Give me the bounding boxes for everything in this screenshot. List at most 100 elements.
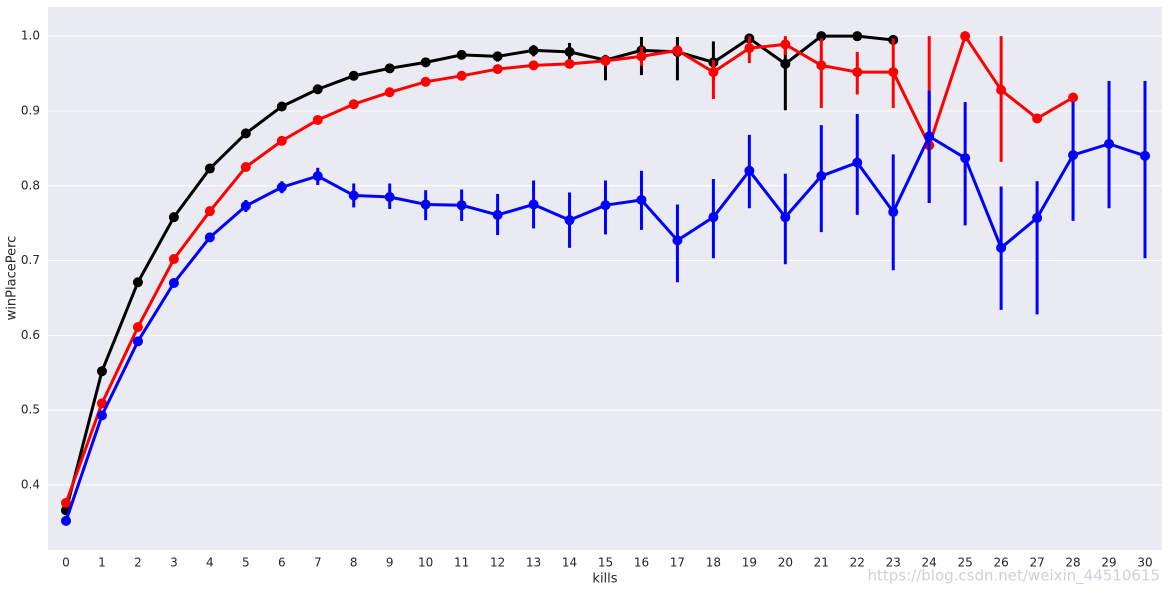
x-tick-label: 19 bbox=[742, 556, 757, 570]
point bbox=[1068, 150, 1079, 161]
point bbox=[132, 336, 143, 347]
point bbox=[564, 58, 575, 69]
point bbox=[168, 212, 179, 223]
x-tick-label: 17 bbox=[670, 556, 685, 570]
x-tick-label: 24 bbox=[922, 556, 937, 570]
point bbox=[1140, 150, 1150, 161]
x-tick-label: 21 bbox=[814, 556, 829, 570]
point bbox=[420, 57, 431, 68]
x-tick-label: 16 bbox=[634, 556, 649, 570]
x-tick-label: 3 bbox=[170, 556, 178, 570]
x-axis-label: kills bbox=[592, 572, 617, 587]
point bbox=[492, 51, 503, 62]
point bbox=[852, 31, 863, 42]
point bbox=[204, 232, 215, 243]
point bbox=[132, 277, 143, 288]
x-tick-label: 1 bbox=[98, 556, 106, 570]
point bbox=[600, 55, 611, 66]
y-tick-label: 0.9 bbox=[21, 103, 40, 117]
x-tick-label: 30 bbox=[1137, 556, 1152, 570]
point bbox=[852, 157, 863, 168]
x-tick-label: 29 bbox=[1101, 556, 1116, 570]
x-tick-label: 0 bbox=[62, 556, 70, 570]
point bbox=[348, 99, 359, 110]
point bbox=[888, 67, 899, 78]
point bbox=[61, 515, 71, 526]
point bbox=[780, 39, 791, 50]
y-axis-label: winPlacePerc bbox=[5, 236, 20, 321]
point bbox=[924, 131, 935, 142]
x-tick-label: 5 bbox=[242, 556, 250, 570]
point bbox=[672, 45, 683, 56]
x-tick-label: 7 bbox=[314, 556, 322, 570]
plot-area bbox=[48, 7, 1162, 550]
point bbox=[816, 31, 827, 42]
point bbox=[276, 135, 287, 146]
point bbox=[492, 209, 503, 220]
point bbox=[456, 49, 467, 60]
x-tick-label: 14 bbox=[562, 556, 577, 570]
x-tick-label: 27 bbox=[1029, 556, 1044, 570]
x-tick-label: 4 bbox=[206, 556, 214, 570]
point bbox=[528, 199, 539, 210]
y-tick-label: 0.5 bbox=[21, 403, 40, 417]
point bbox=[816, 171, 827, 182]
point bbox=[960, 153, 971, 164]
point bbox=[600, 200, 611, 211]
point bbox=[240, 162, 251, 173]
x-tick-label: 10 bbox=[418, 556, 433, 570]
x-tick-label: 26 bbox=[993, 556, 1008, 570]
point bbox=[348, 190, 359, 201]
point bbox=[61, 497, 71, 508]
point bbox=[888, 206, 899, 217]
point bbox=[636, 51, 647, 62]
point bbox=[1068, 92, 1079, 103]
point bbox=[960, 31, 971, 42]
point bbox=[96, 398, 107, 409]
point bbox=[204, 206, 215, 217]
y-tick-label: 1.0 bbox=[21, 29, 40, 43]
x-tick-label: 2 bbox=[134, 556, 142, 570]
point bbox=[204, 163, 215, 174]
y-tick-label: 0.6 bbox=[21, 328, 40, 342]
point bbox=[384, 63, 395, 74]
x-tick-label: 15 bbox=[598, 556, 613, 570]
point bbox=[708, 67, 719, 78]
point bbox=[312, 84, 323, 95]
x-tick-label: 23 bbox=[886, 556, 901, 570]
point bbox=[312, 114, 323, 125]
x-tick-label: 8 bbox=[350, 556, 358, 570]
point bbox=[528, 60, 539, 71]
point bbox=[420, 76, 431, 87]
point bbox=[996, 85, 1007, 96]
series-line bbox=[64, 34, 894, 511]
point bbox=[816, 60, 827, 71]
x-tick-label: 11 bbox=[454, 556, 469, 570]
point bbox=[780, 58, 791, 69]
x-tick-label: 25 bbox=[958, 556, 973, 570]
point bbox=[348, 70, 359, 81]
point bbox=[312, 171, 323, 182]
point bbox=[744, 165, 755, 176]
point bbox=[168, 254, 179, 265]
point bbox=[384, 87, 395, 98]
point bbox=[240, 128, 251, 139]
point bbox=[780, 212, 791, 223]
x-tick-label: 9 bbox=[386, 556, 394, 570]
point bbox=[240, 200, 251, 211]
point bbox=[276, 182, 287, 193]
point bbox=[744, 43, 755, 54]
point bbox=[1104, 138, 1115, 149]
x-tick-label: 28 bbox=[1065, 556, 1080, 570]
point bbox=[528, 45, 539, 56]
point bbox=[996, 242, 1007, 253]
x-tick-label: 12 bbox=[490, 556, 505, 570]
x-tick-label: 20 bbox=[778, 556, 793, 570]
point bbox=[456, 70, 467, 81]
x-tick-label: 13 bbox=[526, 556, 541, 570]
point bbox=[276, 101, 287, 112]
point bbox=[96, 366, 107, 377]
point bbox=[456, 200, 467, 211]
x-tick-label: 6 bbox=[278, 556, 286, 570]
